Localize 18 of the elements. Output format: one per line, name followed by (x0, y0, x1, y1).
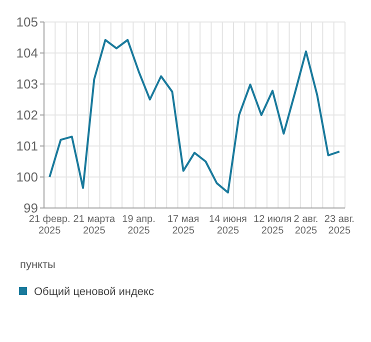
legend-label: Общий ценовой индекс (34, 286, 154, 298)
x-tick-label: 2 авг. 2025 (294, 214, 318, 236)
y-tick-label: 101 (16, 138, 38, 154)
y-tick-label: 99 (24, 200, 38, 216)
y-tick-label: 100 (16, 170, 38, 185)
x-tick-label: 23 авг. 2025 (324, 214, 354, 236)
y-tick-label: 103 (16, 76, 38, 92)
x-tick-label: 21 февр. 2025 (28, 214, 70, 236)
y-tick-label: 102 (16, 108, 38, 123)
x-tick-label: 17 мая 2025 (167, 214, 200, 236)
y-tick-label: 104 (16, 46, 38, 61)
x-tick-label: 19 апр. 2025 (122, 214, 156, 236)
line-series (48, 38, 340, 194)
x-tick-label: 14 июня 2025 (208, 214, 247, 236)
x-tick-label: 21 марта 2025 (73, 214, 116, 236)
x-tick-label: 12 июля 2025 (254, 214, 292, 236)
y-tick-label: 105 (16, 14, 38, 30)
y-axis-title: пункты (20, 259, 56, 271)
